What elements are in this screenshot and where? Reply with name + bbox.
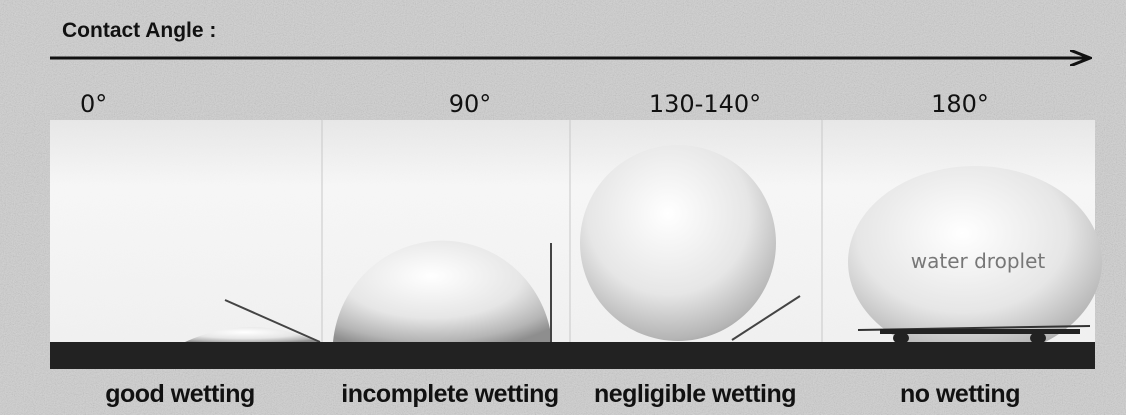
title: Contact Angle : [62,19,216,42]
droplet-superhydrophobic [848,166,1102,358]
angle-label: 0° [80,90,107,118]
surface-pillars [880,329,1080,343]
wetting-label: good wetting [105,380,255,408]
droplet-sphere [580,145,776,341]
droplet-flat [185,327,318,342]
droplet-annotation: water droplet [911,249,1046,273]
tangent-line [224,299,321,343]
angle-label: 130-140° [649,90,761,118]
dividers [321,120,823,342]
wetting-label: negligible wetting [594,380,796,408]
wetting-label: incomplete wetting [341,380,558,408]
angle-label: 180° [931,90,989,118]
droplet-hemisphere [333,240,552,342]
wetting-label: no wetting [900,380,1020,408]
angle-label: 90° [449,90,492,118]
substrate [50,342,1095,369]
tangent-line [731,295,801,341]
